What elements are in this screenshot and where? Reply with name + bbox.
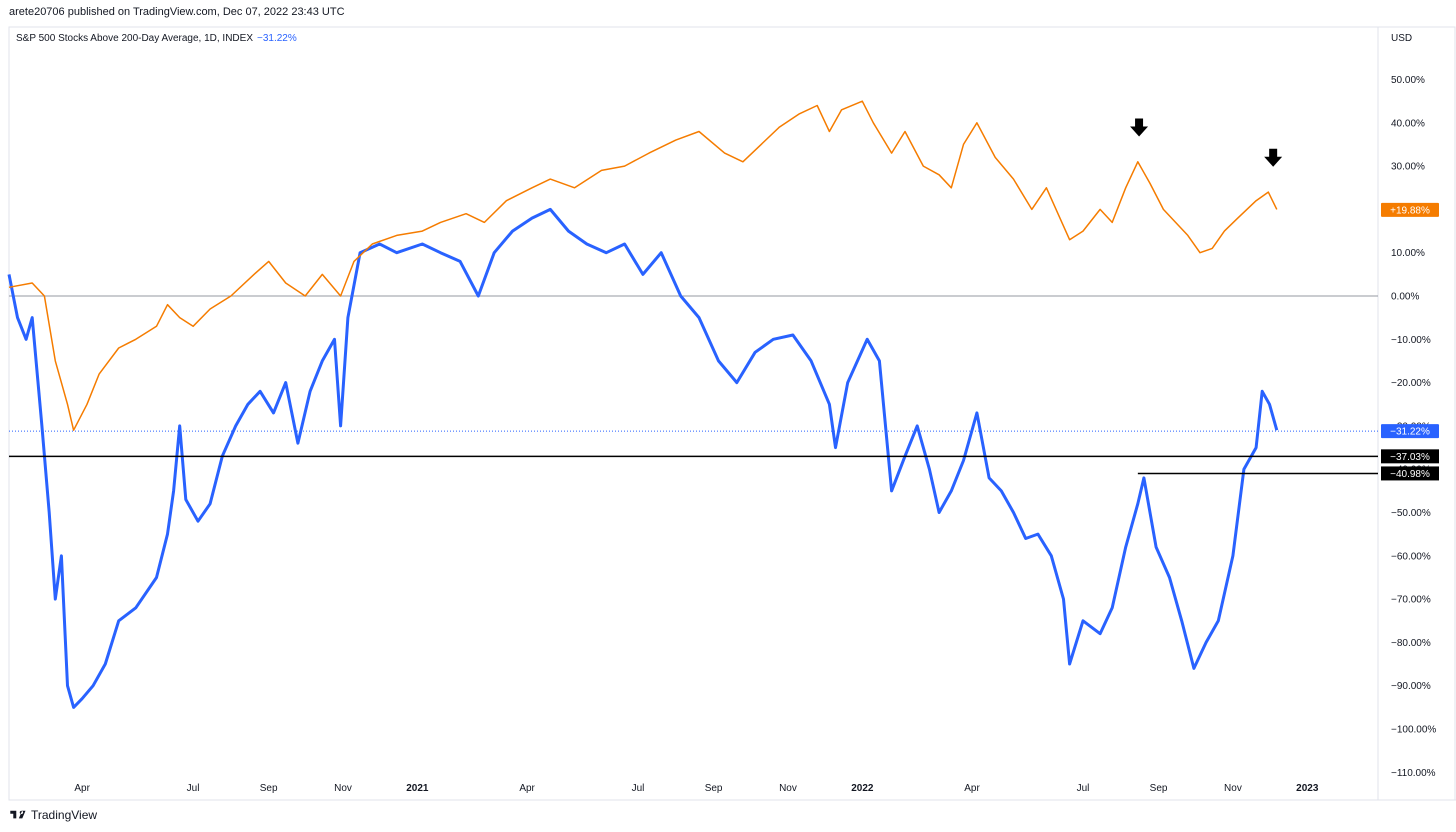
x-tick-label: 2021: [406, 783, 429, 794]
x-tick-label: Jul: [187, 783, 200, 794]
last-value-badge: [1381, 424, 1439, 439]
x-tick-label: Jul: [632, 783, 645, 794]
x-tick-label: Apr: [964, 783, 980, 794]
horizontal-line-label-bg: [1381, 449, 1439, 464]
x-tick-label: Nov: [779, 783, 797, 794]
legend-value: −31.22%: [257, 33, 297, 44]
y-tick-label: −10.00%: [1391, 335, 1431, 346]
x-tick-label: Sep: [705, 783, 723, 794]
x-tick-label: Apr: [519, 783, 535, 794]
y-tick-label: 0.00%: [1391, 292, 1419, 303]
y-tick-label: −60.00%: [1391, 551, 1431, 562]
x-tick-label: 2023: [1296, 783, 1319, 794]
x-tick-label: Sep: [260, 783, 278, 794]
x-tick-label: Sep: [1150, 783, 1168, 794]
last-value-badge: [1381, 202, 1439, 217]
footer-brand: TradingView: [31, 808, 98, 822]
legend-title: S&P 500 Stocks Above 200-Day Average, 1D…: [16, 33, 253, 44]
last-value-label: +19.88%: [1390, 205, 1430, 216]
last-value-label: −31.22%: [1390, 427, 1430, 438]
x-tick-label: Jul: [1077, 783, 1090, 794]
y-tick-label: −50.00%: [1391, 508, 1431, 519]
horizontal-line-label: −40.98%: [1390, 469, 1430, 480]
annotations: −37.03% −40.98% +19.88% −31.22%: [9, 118, 1439, 481]
y-tick-label: −90.00%: [1391, 681, 1431, 692]
x-tick-label: Apr: [74, 783, 90, 794]
published-info: arete20706 published on TradingView.com,…: [9, 6, 345, 18]
series-lines: [7, 100, 1279, 709]
y-tick-label: −70.00%: [1391, 595, 1431, 606]
x-tick-label: Nov: [1224, 783, 1242, 794]
y-tick-label: −110.00%: [1391, 768, 1436, 779]
y-tick-label: 10.00%: [1391, 248, 1425, 259]
y-tick-label: −100.00%: [1391, 725, 1436, 736]
chart-border: [8, 26, 1456, 801]
series-line-0: [7, 207, 1279, 709]
chart-frame: [8, 26, 1456, 801]
tradingview-logo-icon: [10, 810, 26, 819]
horizontal-line-label: −37.03%: [1390, 452, 1430, 463]
x-tick-label: Nov: [334, 783, 352, 794]
down-arrow-icon: [1264, 148, 1283, 167]
legend[interactable]: S&P 500 Stocks Above 200-Day Average, 1D…: [16, 33, 297, 44]
currency-label: USD: [1391, 33, 1413, 44]
footer[interactable]: TradingView: [10, 808, 97, 822]
y-tick-label: 50.00%: [1391, 75, 1425, 86]
down-arrow-icon: [1130, 118, 1149, 137]
horizontal-line-label-bg: [1381, 466, 1439, 481]
series-line-1: [8, 100, 1278, 431]
y-tick-label: 40.00%: [1391, 118, 1425, 129]
y-tick-label: −20.00%: [1391, 378, 1431, 389]
x-axis[interactable]: Apr Jul Sep Nov 2021 Apr Jul Sep Nov 2022 Apr Jul Se…: [74, 783, 1318, 794]
x-tick-label: 2022: [851, 783, 874, 794]
y-tick-label: 30.00%: [1391, 162, 1425, 173]
y-tick-label: −80.00%: [1391, 638, 1431, 649]
